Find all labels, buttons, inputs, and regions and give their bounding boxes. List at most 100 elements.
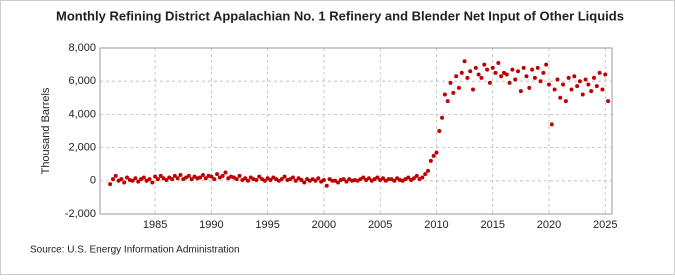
point — [577, 79, 582, 84]
point — [552, 87, 557, 92]
point — [524, 74, 529, 79]
point — [465, 75, 470, 80]
point — [431, 153, 436, 158]
point — [493, 70, 498, 75]
point — [344, 179, 349, 184]
point — [440, 115, 445, 120]
point — [158, 173, 163, 178]
point — [113, 173, 118, 178]
point — [527, 85, 532, 90]
point — [499, 74, 504, 79]
point — [482, 62, 487, 67]
point — [150, 180, 155, 185]
point — [302, 180, 307, 185]
point — [473, 65, 478, 70]
point — [375, 175, 380, 180]
point — [535, 65, 540, 70]
point — [411, 176, 416, 181]
point — [282, 174, 287, 179]
point — [606, 99, 611, 104]
point — [153, 174, 158, 179]
point — [434, 150, 439, 155]
point — [254, 177, 259, 182]
point — [471, 87, 476, 92]
point — [257, 174, 262, 179]
point — [561, 82, 566, 87]
point — [530, 67, 535, 72]
point — [586, 82, 591, 87]
point — [200, 172, 205, 177]
y-tick-label: 0 — [90, 175, 96, 187]
point — [558, 95, 563, 100]
point — [223, 170, 228, 175]
point — [262, 178, 267, 183]
point — [130, 178, 135, 183]
point — [321, 177, 326, 182]
point — [572, 74, 577, 79]
point — [237, 173, 242, 178]
chart-title: Monthly Refining District Appalachian No… — [56, 8, 624, 23]
point — [414, 173, 419, 178]
point — [544, 62, 549, 67]
point — [451, 90, 456, 95]
point — [133, 176, 138, 181]
point — [589, 89, 594, 94]
point — [518, 89, 523, 94]
point — [381, 176, 386, 181]
point — [279, 177, 284, 182]
point — [392, 178, 397, 183]
point — [215, 172, 220, 177]
point — [426, 168, 431, 173]
point — [175, 176, 180, 181]
point — [485, 67, 490, 72]
point — [504, 72, 509, 77]
point — [490, 65, 495, 70]
point — [603, 72, 608, 77]
point — [428, 158, 433, 163]
x-tick-label: 2025 — [593, 219, 617, 231]
point — [442, 92, 447, 97]
point — [141, 175, 146, 180]
point — [386, 177, 391, 182]
point — [122, 180, 127, 185]
point — [136, 179, 141, 184]
point — [299, 177, 304, 182]
point — [170, 177, 175, 182]
point — [566, 75, 571, 80]
point — [234, 177, 239, 182]
x-tick-label: 2015 — [480, 219, 504, 231]
point — [546, 82, 551, 87]
point — [313, 178, 318, 183]
point — [549, 122, 554, 127]
point — [178, 172, 183, 177]
x-tick-label: 1990 — [199, 219, 223, 231]
point — [164, 177, 169, 182]
point — [341, 177, 346, 182]
point — [212, 177, 217, 182]
plot-border — [99, 47, 613, 215]
point — [220, 173, 225, 178]
point — [172, 173, 177, 178]
point — [479, 75, 484, 80]
point — [597, 70, 602, 75]
point — [516, 69, 521, 74]
point — [423, 172, 428, 177]
point — [119, 177, 124, 182]
y-tick-label: 8,000 — [68, 42, 96, 54]
point — [125, 175, 130, 180]
point — [583, 77, 588, 82]
point — [147, 177, 152, 182]
point — [209, 174, 214, 179]
point — [462, 59, 467, 64]
x-tick-label: 2020 — [537, 219, 561, 231]
point — [189, 177, 194, 182]
point — [532, 75, 537, 80]
y-tick-label: -2,000 — [65, 208, 96, 220]
point — [203, 176, 208, 181]
x-tick-label: 2010 — [424, 219, 448, 231]
point — [456, 85, 461, 90]
point — [476, 72, 481, 77]
point — [459, 70, 464, 75]
